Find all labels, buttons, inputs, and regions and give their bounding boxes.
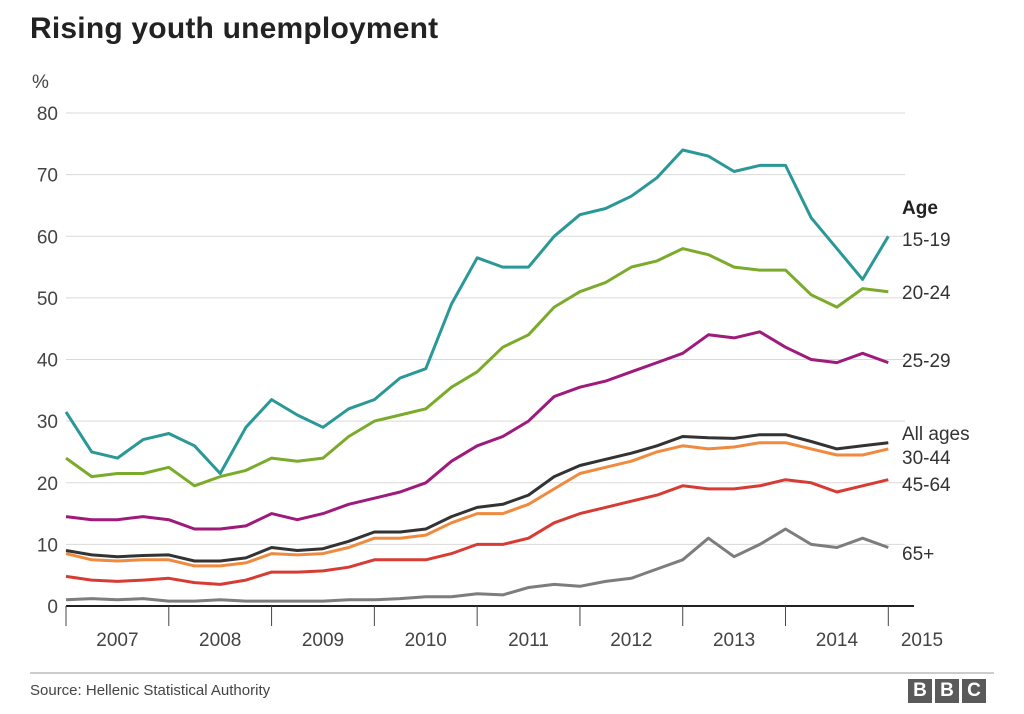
series-line [65,433,889,563]
y-tick-label: 70 [37,166,58,187]
y-tick-label: 40 [37,351,58,372]
series-label: 45-64 [902,475,951,496]
y-axis-unit: % [32,72,49,93]
x-axis: 2007 2008 2009 2010 2011 2012 2013 2014 2015 [65,605,943,651]
series-label: 20-24 [902,283,951,304]
legend-title: Age [902,198,938,219]
y-tick-label: 60 [37,227,58,248]
x-tick-label: 2007 [96,630,138,651]
x-tick-label: 2008 [199,630,241,651]
series-line [65,330,889,531]
y-tick-label: 0 [47,597,58,618]
logo-letter: B [908,679,932,703]
series-label: 15-19 [902,230,951,251]
series-line [65,527,889,603]
y-tick-label: 80 [37,104,58,125]
y-axis: 0 10 20 30 40 50 60 70 80% [32,72,58,618]
series-line [65,478,889,586]
series-lines [64,148,890,603]
chart-title: Rising youth unemployment [30,12,439,45]
series-label: 30-44 [902,448,951,469]
y-tick-label: 10 [37,535,58,556]
y-tick-label: 50 [37,289,58,310]
x-tick-label: 2013 [713,630,755,651]
logo-letter: B [935,679,959,703]
x-tick-label: 2011 [508,630,549,651]
y-tick-label: 20 [37,474,58,495]
x-tick-label: 2009 [302,630,344,651]
x-tick-label: 2014 [816,630,859,651]
y-tick-label: 30 [37,412,58,433]
x-tick-label: 2015 [901,630,943,651]
x-tick-label: 2010 [405,630,447,651]
source-note: Source: Hellenic Statistical Authority [30,682,271,699]
x-tick-label: 2012 [610,630,652,651]
series-line [64,148,890,475]
logo-letter: C [962,679,986,703]
bbc-logo: B B C [908,679,986,703]
series-line [65,441,889,568]
series-label: 25-29 [902,351,951,372]
series-line [65,247,889,488]
series-label: All ages [902,424,970,445]
series-labels: Age 15-19 20-24 25-29 All ages 30-44 45-64 65+ [902,198,970,565]
series-label: 65+ [902,544,934,565]
